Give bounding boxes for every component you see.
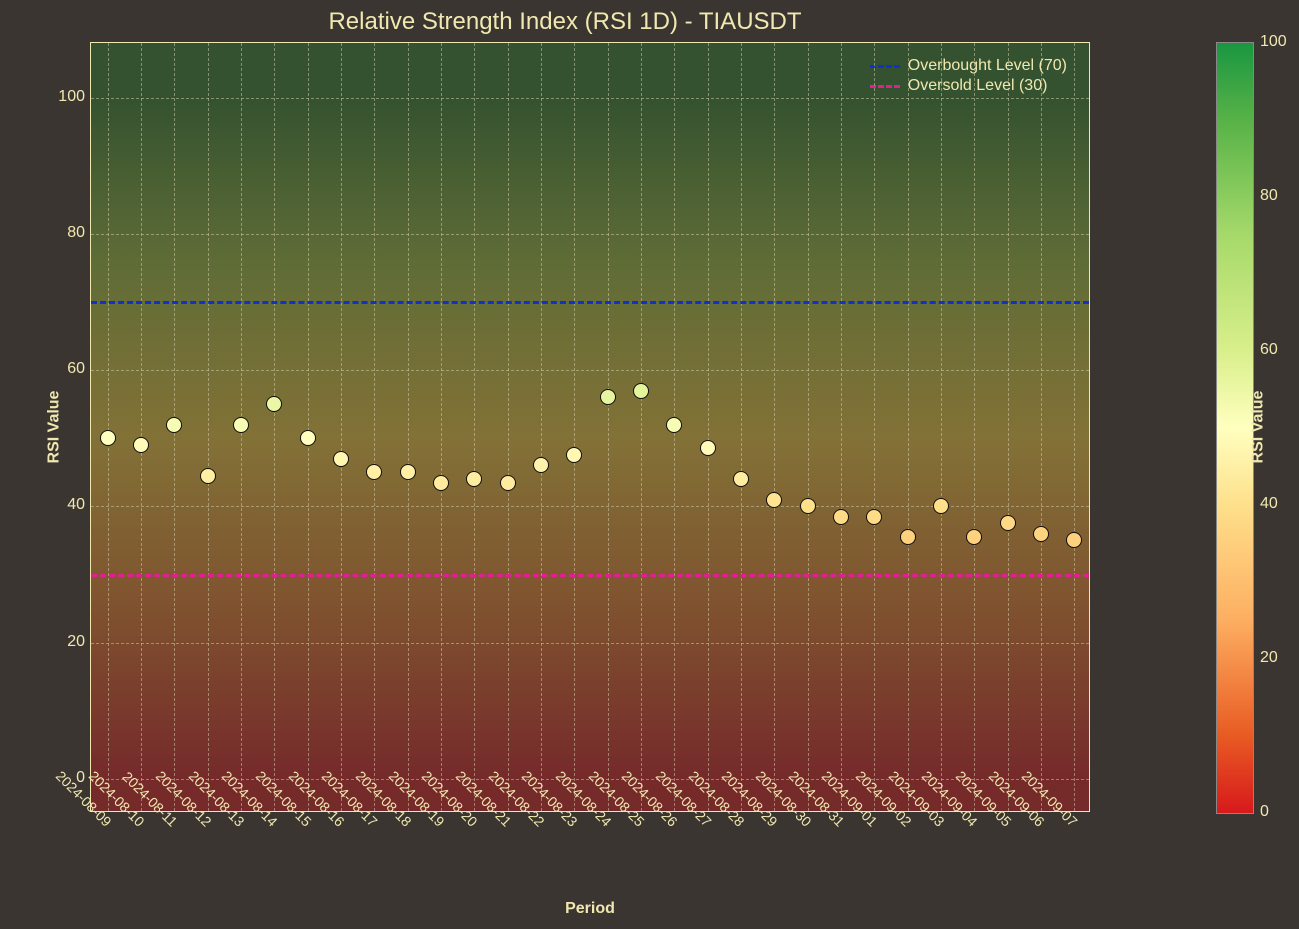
y-tick-label: 20 <box>45 633 85 651</box>
data-point <box>433 475 449 491</box>
y-tick-label: 40 <box>45 496 85 514</box>
y-tick-label: 80 <box>45 224 85 242</box>
x-axis-label: Period <box>90 900 1090 918</box>
gridline-v <box>641 43 642 811</box>
data-point <box>333 451 349 467</box>
data-point <box>933 498 949 514</box>
data-point <box>100 430 116 446</box>
gridline-v <box>808 43 809 811</box>
data-point <box>400 464 416 480</box>
gridline-v <box>441 43 442 811</box>
gridline-v <box>1074 43 1075 811</box>
data-point <box>766 492 782 508</box>
chart-title: Relative Strength Index (RSI 1D) - TIAUS… <box>0 8 1130 36</box>
gridline-v <box>941 43 942 811</box>
data-point <box>166 417 182 433</box>
colorbar-tick-label: 0 <box>1260 803 1269 821</box>
gridline-v <box>774 43 775 811</box>
gridline-v <box>274 43 275 811</box>
chart-container: Relative Strength Index (RSI 1D) - TIAUS… <box>0 0 1299 929</box>
data-point <box>200 468 216 484</box>
legend-item-overbought: Overbought Level (70) <box>870 57 1067 75</box>
y-tick-label: 60 <box>45 360 85 378</box>
data-point <box>833 509 849 525</box>
data-point <box>1066 532 1082 548</box>
data-point <box>533 457 549 473</box>
legend-item-oversold: Oversold Level (30) <box>870 77 1067 95</box>
gridline-v <box>308 43 309 811</box>
data-point <box>133 437 149 453</box>
colorbar-label: RSI Value <box>1250 391 1268 464</box>
colorbar-tick-label: 100 <box>1260 33 1287 51</box>
data-point <box>566 447 582 463</box>
reference-line <box>91 574 1089 577</box>
gridline-v <box>974 43 975 811</box>
colorbar-tick-label: 80 <box>1260 187 1278 205</box>
data-point <box>666 417 682 433</box>
reference-line <box>91 301 1089 304</box>
gridline-v <box>908 43 909 811</box>
data-point <box>233 417 249 433</box>
gridline-v <box>874 43 875 811</box>
legend: Overbought Level (70) Oversold Level (30… <box>860 51 1077 103</box>
data-point <box>366 464 382 480</box>
gridline-v <box>141 43 142 811</box>
legend-label-overbought: Overbought Level (70) <box>908 57 1067 75</box>
data-point <box>633 383 649 399</box>
data-point <box>1000 515 1016 531</box>
gridline-v <box>508 43 509 811</box>
data-point <box>800 498 816 514</box>
data-point <box>866 509 882 525</box>
gridline-v <box>374 43 375 811</box>
gridline-v <box>208 43 209 811</box>
gridline-v <box>408 43 409 811</box>
data-point <box>966 529 982 545</box>
gridline-v <box>1008 43 1009 811</box>
data-point <box>466 471 482 487</box>
gridline-v <box>741 43 742 811</box>
legend-label-oversold: Oversold Level (30) <box>908 77 1048 95</box>
gridline-v <box>541 43 542 811</box>
data-point <box>500 475 516 491</box>
gridline-v <box>1041 43 1042 811</box>
gridline-v <box>841 43 842 811</box>
data-point <box>900 529 916 545</box>
data-point <box>700 440 716 456</box>
colorbar <box>1216 42 1254 814</box>
colorbar-tick-label: 60 <box>1260 341 1278 359</box>
plot-area: Overbought Level (70) Oversold Level (30… <box>90 42 1090 812</box>
data-point <box>1033 526 1049 542</box>
gridline-v <box>474 43 475 811</box>
gridline-v <box>108 43 109 811</box>
y-axis-label: RSI Value <box>45 391 63 464</box>
colorbar-tick-label: 40 <box>1260 495 1278 513</box>
data-point <box>266 396 282 412</box>
data-point <box>600 389 616 405</box>
data-point <box>300 430 316 446</box>
gridline-v <box>708 43 709 811</box>
y-tick-label: 100 <box>45 88 85 106</box>
gridline-v <box>608 43 609 811</box>
data-point <box>733 471 749 487</box>
gridline-v <box>574 43 575 811</box>
gridline-v <box>341 43 342 811</box>
colorbar-tick-label: 20 <box>1260 649 1278 667</box>
